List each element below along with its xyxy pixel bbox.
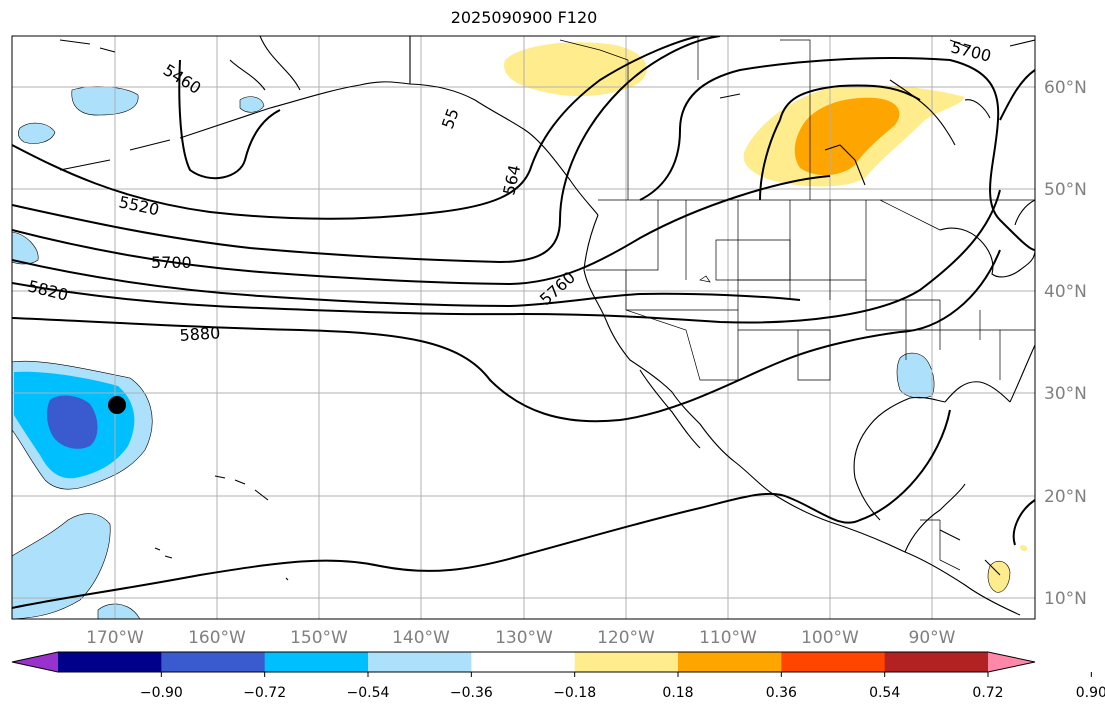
positive-anomaly-light (504, 42, 647, 97)
colorbar-tick-label: −0.54 (347, 685, 390, 701)
colorbar-segment (161, 652, 266, 672)
map-gridlines (12, 36, 1035, 619)
negative-anomaly-light (239, 96, 265, 113)
colorbar-segment (58, 652, 162, 672)
lat-tick-label: 40°N (1044, 282, 1087, 302)
colorbar-segment (264, 652, 369, 672)
colorbar-segment (884, 652, 989, 672)
lat-tick-label: 60°N (1044, 78, 1087, 98)
colorbar-segment (781, 652, 886, 672)
colorbar-tick-label: −0.72 (243, 685, 286, 701)
negative-anomaly-light (12, 513, 111, 619)
colorbar-segment (678, 652, 782, 672)
colorbar-segment (574, 652, 679, 672)
map-title: 2025090900 F120 (450, 8, 598, 27)
lat-tick-label: 50°N (1044, 180, 1087, 200)
lat-tick-label: 10°N (1044, 589, 1087, 609)
colorbar-tick-label: 0.18 (662, 685, 693, 701)
lat-tick-label: 20°N (1044, 487, 1087, 507)
positive-anomaly-mid (794, 97, 900, 176)
latitude-ticks: 10°N 20°N 30°N 40°N 50°N 60°N (1044, 78, 1087, 609)
colorbar-extend-max (988, 652, 1035, 672)
map-plot-area: 5460 5520 5700 5820 5880 5760 564 55 570… (12, 36, 1035, 619)
colorbar (11, 651, 1036, 673)
colorbar-tick-label: 0.90 (1076, 685, 1105, 701)
political-borders (559, 36, 1035, 571)
colorbar-tick-label: 0.36 (766, 685, 797, 701)
negative-anomaly-dark (46, 395, 98, 449)
height-contours (12, 36, 1035, 609)
positive-anomaly-light (1020, 545, 1028, 551)
lon-tick-label: 90°W (909, 628, 956, 648)
negative-anomaly-light (12, 231, 39, 265)
lon-tick-label: 140°W (392, 628, 450, 648)
colorbar-ticks: −0.90 −0.72 −0.54 −0.36 −0.18 0.18 0.36 0.54 0.7… (140, 672, 1105, 701)
lon-tick-label: 110°W (699, 628, 757, 648)
colorbar-tick-label: −0.90 (140, 685, 183, 701)
longitude-ticks: 170°W 160°W 150°W 140°W 130°W 120°W 110°… (86, 628, 956, 648)
lon-tick-label: 100°W (801, 628, 859, 648)
lon-tick-label: 150°W (290, 628, 348, 648)
colorbar-extend-min (12, 652, 58, 672)
map-frame (11, 35, 1036, 620)
colorbar-tick-label: −0.36 (450, 685, 493, 701)
contour-label: 5700 (151, 253, 192, 272)
colorbar-tick-label: −0.18 (553, 685, 596, 701)
contour-label: 5880 (179, 323, 221, 345)
colorbar-segment (368, 652, 472, 672)
colorbar-tick-label: 0.54 (869, 685, 900, 701)
negative-anomaly-light (97, 603, 141, 619)
colorbar-outline (11, 651, 1036, 673)
location-marker (108, 396, 126, 414)
coastlines (59, 36, 1035, 616)
negative-anomaly-light (18, 122, 56, 144)
lon-tick-label: 130°W (495, 628, 553, 648)
lon-tick-label: 170°W (86, 628, 144, 648)
colorbar-tick-label: 0.72 (972, 685, 1003, 701)
lat-tick-label: 30°N (1044, 384, 1087, 404)
lon-tick-label: 160°W (188, 628, 246, 648)
lon-tick-label: 120°W (597, 628, 655, 648)
colorbar-segment (471, 652, 576, 672)
